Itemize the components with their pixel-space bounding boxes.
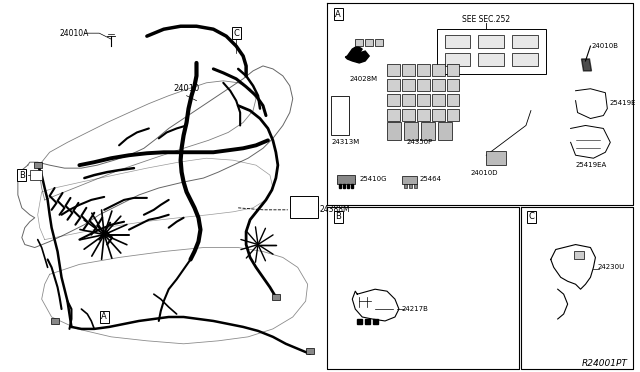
- Bar: [402, 94, 415, 106]
- Bar: [438, 122, 452, 140]
- Polygon shape: [346, 46, 369, 63]
- Polygon shape: [344, 184, 346, 188]
- Text: 24388M: 24388M: [319, 205, 350, 214]
- Polygon shape: [573, 251, 584, 259]
- Bar: [417, 109, 429, 121]
- Bar: [34, 162, 42, 168]
- Bar: [447, 94, 460, 106]
- Bar: [51, 318, 58, 324]
- Text: 25419E: 25419E: [609, 100, 636, 106]
- Polygon shape: [404, 184, 407, 188]
- Bar: [387, 122, 401, 140]
- Polygon shape: [365, 319, 370, 324]
- Text: 25410G: 25410G: [359, 176, 387, 182]
- Polygon shape: [348, 184, 349, 188]
- Polygon shape: [373, 319, 378, 324]
- Bar: [30, 170, 42, 180]
- Bar: [417, 64, 429, 76]
- Text: R24001PT: R24001PT: [581, 359, 627, 368]
- Bar: [478, 53, 504, 66]
- Text: B: B: [335, 212, 341, 221]
- Polygon shape: [414, 184, 417, 188]
- Bar: [486, 151, 506, 165]
- Bar: [402, 109, 415, 121]
- Text: 24350P: 24350P: [407, 140, 433, 145]
- Bar: [387, 109, 400, 121]
- Bar: [404, 122, 418, 140]
- Bar: [436, 29, 546, 74]
- Polygon shape: [582, 59, 591, 71]
- Bar: [512, 35, 538, 48]
- Text: A: A: [101, 312, 107, 321]
- Bar: [512, 53, 538, 66]
- Text: 24217B: 24217B: [402, 306, 429, 312]
- Text: 24010A: 24010A: [60, 29, 89, 38]
- Polygon shape: [339, 184, 341, 188]
- Bar: [306, 348, 314, 354]
- Bar: [402, 64, 415, 76]
- Bar: [447, 109, 460, 121]
- Polygon shape: [351, 184, 353, 188]
- Bar: [432, 109, 445, 121]
- Text: 25464: 25464: [420, 176, 442, 182]
- Bar: [332, 96, 349, 135]
- Bar: [432, 94, 445, 106]
- Bar: [355, 39, 364, 46]
- Bar: [387, 94, 400, 106]
- Bar: [432, 64, 445, 76]
- Bar: [290, 196, 317, 218]
- Polygon shape: [409, 184, 412, 188]
- Text: C: C: [529, 212, 535, 221]
- Text: 24028M: 24028M: [349, 76, 378, 82]
- Bar: [365, 39, 373, 46]
- Text: C: C: [233, 29, 239, 38]
- Polygon shape: [357, 319, 362, 324]
- Bar: [272, 294, 280, 300]
- Bar: [447, 79, 460, 91]
- Bar: [447, 64, 460, 76]
- Bar: [402, 79, 415, 91]
- Bar: [387, 64, 400, 76]
- Text: 24010: 24010: [173, 84, 200, 93]
- Polygon shape: [402, 176, 417, 184]
- Bar: [417, 79, 429, 91]
- Polygon shape: [337, 175, 355, 184]
- Text: 24010B: 24010B: [591, 43, 618, 49]
- Text: 25419EA: 25419EA: [575, 162, 607, 168]
- Text: A: A: [335, 10, 341, 19]
- Bar: [387, 79, 400, 91]
- Bar: [420, 122, 435, 140]
- Bar: [478, 35, 504, 48]
- Text: 24010D: 24010D: [470, 170, 498, 176]
- Bar: [375, 39, 383, 46]
- Bar: [417, 94, 429, 106]
- Bar: [432, 79, 445, 91]
- Text: 24313M: 24313M: [332, 140, 360, 145]
- Text: 24230U: 24230U: [597, 264, 625, 270]
- Text: SEE SEC.252: SEE SEC.252: [462, 15, 510, 24]
- Bar: [445, 53, 470, 66]
- Text: B: B: [19, 171, 25, 180]
- Bar: [445, 35, 470, 48]
